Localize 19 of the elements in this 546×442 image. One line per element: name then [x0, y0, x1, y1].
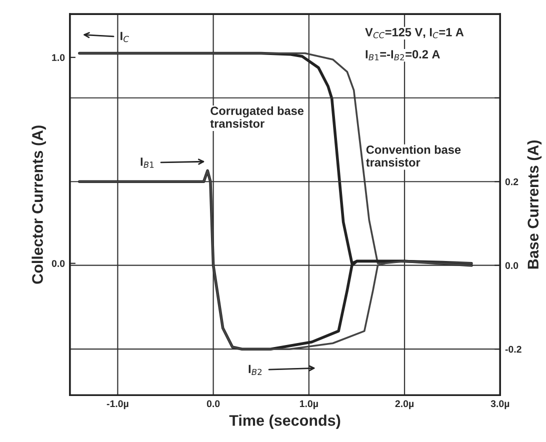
y-axis-title: Collector Currents (A) — [32, 126, 46, 284]
annotation: Convention base transistor — [366, 145, 461, 167]
y-tick-label: 1.0 — [52, 54, 65, 62]
x-tick-label: 0.0 — [206, 400, 220, 408]
annotation: I$_{B1}$=-I$_{B2}$=0.2 A — [366, 50, 440, 60]
annotation: V$_{CC}$=125 V, I$_{C}$=1 A — [365, 28, 464, 38]
annotation: I$_{B2}$ — [248, 364, 262, 375]
y2-tick-label: 0.2 — [505, 178, 518, 186]
y2-tick-label: -0.2 — [505, 346, 522, 353]
annotation: I$_{B1}$ — [140, 158, 154, 168]
x-tick-label: 3.0µ — [490, 400, 510, 410]
x-tick-label: -1.0µ — [106, 400, 128, 410]
x-axis-title: Time (seconds) — [229, 414, 340, 429]
y2-tick-label: 0.0 — [505, 262, 518, 269]
annotation: Corrugated base transistor — [210, 106, 304, 128]
y2-axis-title: Base Currents (A) — [527, 140, 542, 269]
x-tick-label: 1.0µ — [300, 400, 318, 410]
x-tick-label: 2.0µ — [395, 400, 414, 410]
annotation: I$_{C}$ — [120, 32, 129, 42]
